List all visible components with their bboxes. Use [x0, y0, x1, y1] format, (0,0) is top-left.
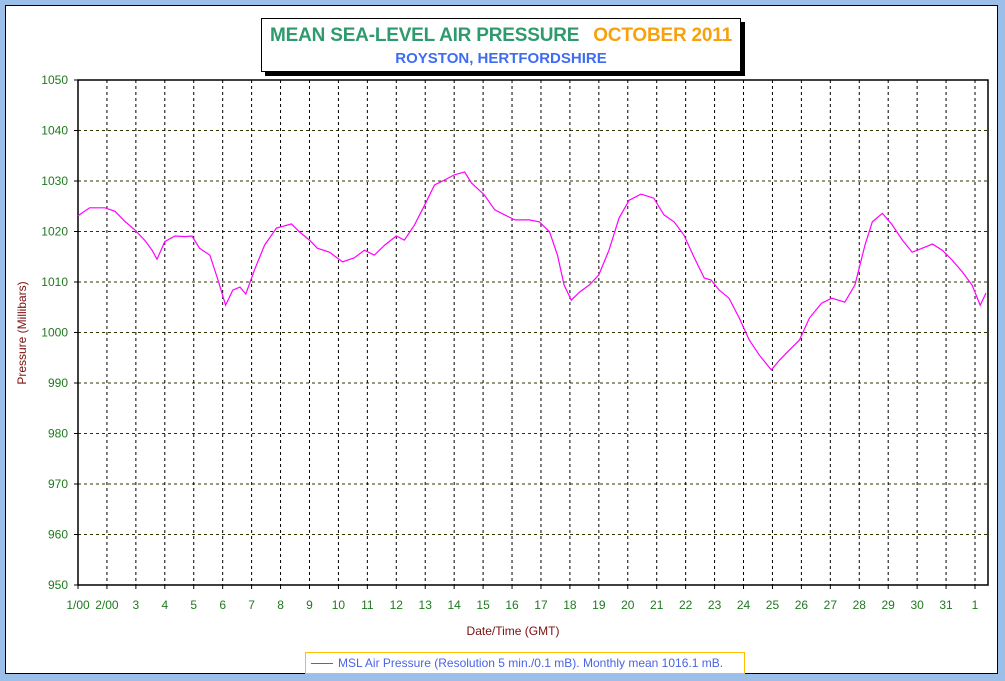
x-tick-label: 15 — [476, 598, 490, 612]
y-tick-label: 1000 — [41, 326, 68, 340]
y-tick-label: 990 — [48, 376, 68, 390]
x-tick-label: 30 — [910, 598, 924, 612]
y-axis-label: Pressure (Millibars) — [15, 281, 29, 384]
x-tick-label: 23 — [708, 598, 722, 612]
legend-label: MSL Air Pressure (Resolution 5 min./0.1 … — [338, 656, 724, 670]
x-tick-label: 12 — [390, 598, 404, 612]
x-tick-label: 7 — [248, 598, 255, 612]
x-tick-label: 28 — [853, 598, 867, 612]
x-tick-label: 9 — [306, 598, 313, 612]
series-line-msl-pressure — [77, 171, 987, 371]
x-tick-label: 21 — [650, 598, 664, 612]
x-tick-label: 26 — [795, 598, 809, 612]
chart-title-period: OCTOBER 2011 — [593, 25, 732, 46]
y-tick-label: 1050 — [41, 73, 68, 87]
x-tick-label: 4 — [161, 598, 168, 612]
x-tick-label: 16 — [505, 598, 519, 612]
y-tick-label: 1020 — [41, 225, 68, 239]
y-tick-label: 1030 — [41, 174, 68, 188]
y-tick-label: 1040 — [41, 124, 68, 138]
y-tick-label: 970 — [48, 477, 68, 491]
x-tick-label: 2/00 — [95, 598, 119, 612]
chart-title: MEAN SEA-LEVEL AIR PRESSURE — [270, 25, 580, 46]
x-tick-label: 20 — [621, 598, 635, 612]
legend-swatch — [311, 662, 333, 664]
x-tick-label: 5 — [190, 598, 197, 612]
x-tick-label: 6 — [219, 598, 226, 612]
y-tick-label: 950 — [48, 578, 68, 592]
chart-title-box: MEAN SEA-LEVEL AIR PRESSURE OCTOBER 2011 … — [261, 18, 741, 72]
x-tick-label: 17 — [534, 598, 548, 612]
x-tick-label: 27 — [824, 598, 838, 612]
x-tick-label: 10 — [332, 598, 346, 612]
x-tick-label: 8 — [277, 598, 284, 612]
x-tick-label: 22 — [679, 598, 693, 612]
x-tick-label: 1/00 — [66, 598, 90, 612]
x-tick-label: 11 — [361, 598, 374, 612]
x-tick-label: 13 — [419, 598, 433, 612]
x-tick-label: 1 — [972, 598, 979, 612]
y-tick-label: 1010 — [41, 275, 68, 289]
x-tick-label: 25 — [766, 598, 780, 612]
x-tick-label: 24 — [737, 598, 751, 612]
y-tick-label: 980 — [48, 427, 68, 441]
x-tick-label: 18 — [563, 598, 577, 612]
legend: MSL Air Pressure (Resolution 5 min./0.1 … — [305, 652, 745, 674]
x-tick-label: 14 — [447, 598, 461, 612]
x-tick-label: 29 — [882, 598, 896, 612]
y-tick-label: 960 — [48, 528, 68, 542]
x-tick-label: 19 — [592, 598, 606, 612]
chart-window — [5, 5, 998, 674]
x-axis-label: Date/Time (GMT) — [467, 624, 560, 638]
x-tick-label: 3 — [133, 598, 140, 612]
x-tick-label: 31 — [939, 598, 953, 612]
chart-subtitle: ROYSTON, HERTFORDSHIRE — [395, 50, 607, 67]
plot-area-border — [77, 79, 989, 586]
